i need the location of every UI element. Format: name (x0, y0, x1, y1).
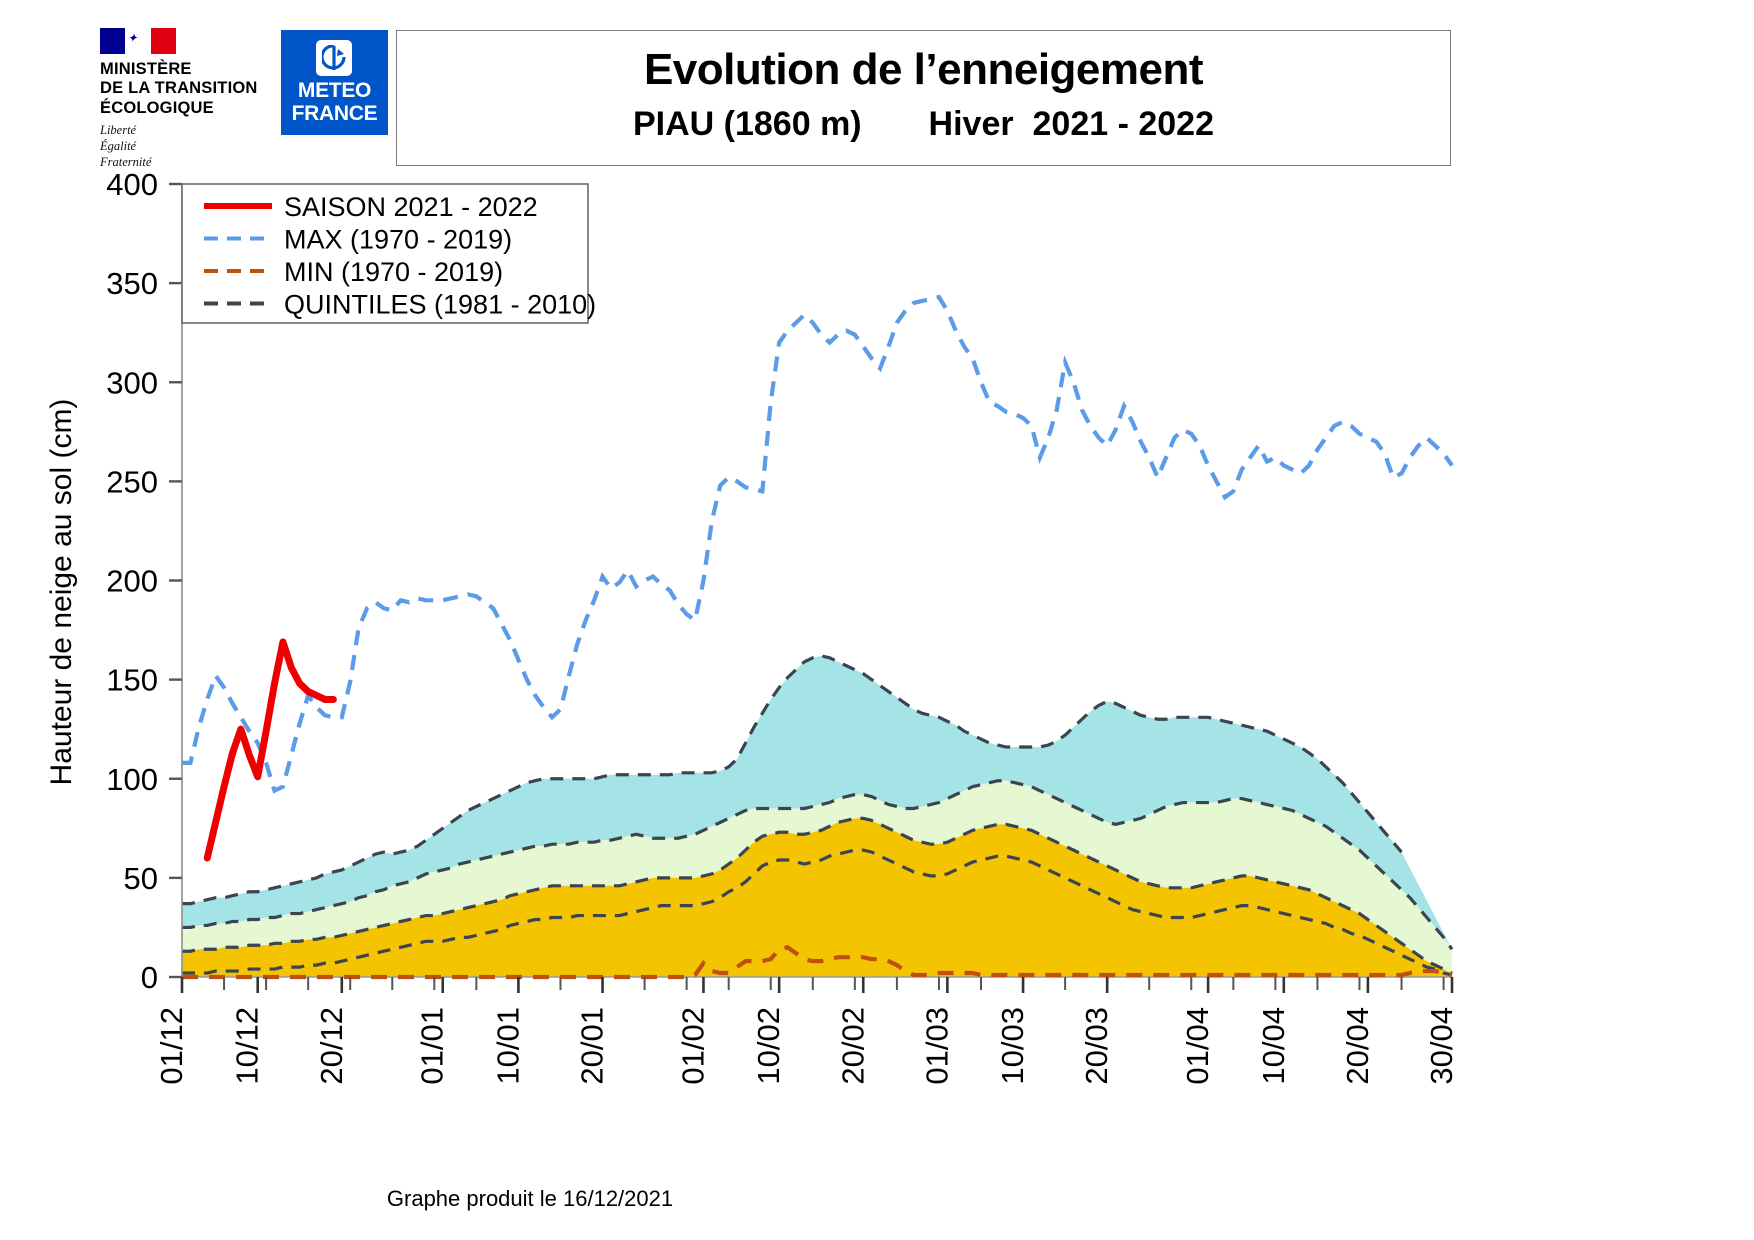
series-max-line (182, 294, 1454, 794)
quintile-line-q40 (182, 816, 1453, 975)
x-tick-label: 20/12 (314, 1007, 349, 1085)
chart-footnote: Graphe produit le 16/12/2021 (386, 1186, 674, 1211)
motto-liberte: Liberté (100, 123, 137, 138)
ministere-name-line3: ÉCOLOGIQUE (100, 98, 214, 117)
quintile-line-q20 (182, 848, 1453, 977)
series-min-line (182, 944, 1453, 980)
x-tick-label: 10/04 (1256, 1007, 1291, 1085)
x-tick-label: 01/03 (919, 1007, 954, 1085)
y-tick-label: 350 (106, 266, 158, 301)
motto-fraternite: Fraternité (100, 154, 152, 169)
x-tick-label: 01/12 (154, 1007, 189, 1085)
x-tick-label: 10/01 (490, 1007, 525, 1085)
y-tick-label: 100 (106, 762, 158, 797)
meteo-swirl-icon (322, 45, 346, 70)
y-tick-label: 50 (124, 861, 158, 896)
x-tick-label: 10/02 (751, 1007, 786, 1085)
y-tick-label: 300 (106, 365, 158, 400)
ministere-name-line2: DE LA TRANSITION (100, 79, 258, 98)
x-tick-label: 10/03 (995, 1007, 1030, 1085)
motto-egalite: Égalité (100, 139, 137, 154)
x-tick-label: 01/04 (1180, 1007, 1215, 1085)
page-header: ✦ MINISTÈRE DE LA TRANSITION ÉCOLOGIQUE … (0, 0, 1754, 175)
meteo-france-mark-icon (316, 40, 352, 76)
x-tick-label: 10/12 (230, 1007, 265, 1085)
x-tick-label: 30/04 (1424, 1007, 1459, 1085)
legend-label-2: MIN (1970 - 2019) (284, 257, 503, 287)
quintile-line-q80 (182, 654, 1403, 906)
meteo-france-logo: METEO FRANCE (281, 30, 388, 135)
legend-label-3: QUINTILES (1981 - 2010) (284, 290, 596, 320)
band-q40-q60 (182, 818, 1452, 976)
ministere-name: MINISTÈRE DE LA TRANSITION ÉCOLOGIQUE (100, 60, 280, 118)
y-tick-label: 0 (141, 960, 158, 995)
x-tick-label: 20/03 (1079, 1007, 1114, 1085)
x-tick-label: 20/02 (835, 1007, 870, 1085)
meteo-france-wordmark: METEO FRANCE (281, 79, 388, 125)
x-tick-label: 20/04 (1340, 1007, 1375, 1085)
season-label: Hiver (928, 105, 1014, 143)
station-name: PIAU (1860 m) (632, 105, 862, 143)
x-tick-label: 01/01 (415, 1007, 450, 1085)
legend-label-1: MAX (1970 - 2019) (284, 225, 512, 255)
title-box: Evolution de l’enneigement PIAU (1860 m)… (396, 30, 1451, 166)
y-tick-label: 200 (106, 564, 158, 599)
season-years: 2021 - 2022 (1032, 105, 1215, 143)
ministere-name-line1: MINISTÈRE (100, 60, 192, 78)
page-subtitle: PIAU (1860 m) Hiver 2021 - 2022 (397, 105, 1450, 144)
band-q60-q80 (182, 780, 1452, 974)
series-saison-line (203, 638, 337, 862)
y-axis-title: Hauteur de neige au sol (cm) (45, 398, 78, 786)
meteo-line2: FRANCE (291, 101, 378, 125)
x-tick-label: 01/02 (675, 1007, 710, 1085)
ministere-logo: ✦ MINISTÈRE DE LA TRANSITION ÉCOLOGIQUE … (100, 28, 280, 170)
page-title: Evolution de l’enneigement (643, 45, 1204, 94)
meteo-line1: METEO (297, 79, 372, 102)
y-tick-label: 400 (106, 167, 158, 202)
y-tick-label: 150 (106, 663, 158, 698)
x-tick-label: 20/01 (575, 1007, 610, 1085)
band-q80-q100 (182, 655, 1452, 950)
y-tick-label: 250 (106, 464, 158, 499)
french-flag-icon: ✦ (100, 28, 176, 54)
quintile-line-q60 (182, 779, 1454, 951)
band-q0-q20 (182, 850, 1452, 977)
legend-label-0: SAISON 2021 - 2022 (284, 192, 538, 222)
republic-motto: Liberté Égalité Fraternité (100, 123, 280, 170)
